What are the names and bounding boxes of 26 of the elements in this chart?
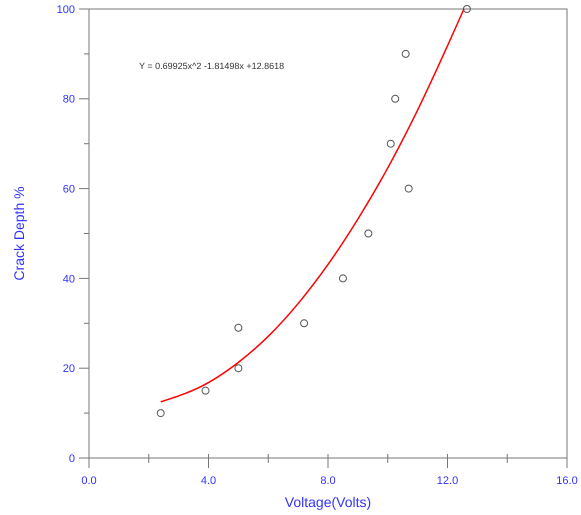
point xyxy=(156,409,165,418)
y-axis-title: Crack Depth % xyxy=(11,186,27,281)
point xyxy=(391,94,400,103)
point xyxy=(386,140,395,148)
y-tick-label: 60 xyxy=(62,183,75,196)
point xyxy=(234,324,242,332)
y-tick-label: 40 xyxy=(62,273,75,286)
y-tick-label: 20 xyxy=(62,363,75,376)
point xyxy=(462,5,471,13)
point xyxy=(364,230,372,238)
point xyxy=(300,319,308,328)
point xyxy=(404,184,413,193)
y-tick-label: 0 xyxy=(68,452,75,465)
point xyxy=(402,50,410,58)
y-tick-label: 100 xyxy=(56,4,75,16)
x-axis-title: Voltage(Volts) xyxy=(284,494,372,510)
x-tick-label: 8.0 xyxy=(320,475,336,487)
point xyxy=(234,364,242,372)
point xyxy=(202,386,210,395)
y-tick-label: 80 xyxy=(62,94,75,106)
x-tick-label: 4.0 xyxy=(200,475,216,487)
annotation: Y = 0.69925x^2 -1.81498x +12.8618 xyxy=(139,61,284,71)
x-tick-label: 0.0 xyxy=(81,475,97,487)
x-tick-label: 16.0 xyxy=(556,475,578,487)
x-tick-label: 12.0 xyxy=(436,475,458,487)
point xyxy=(338,274,347,282)
